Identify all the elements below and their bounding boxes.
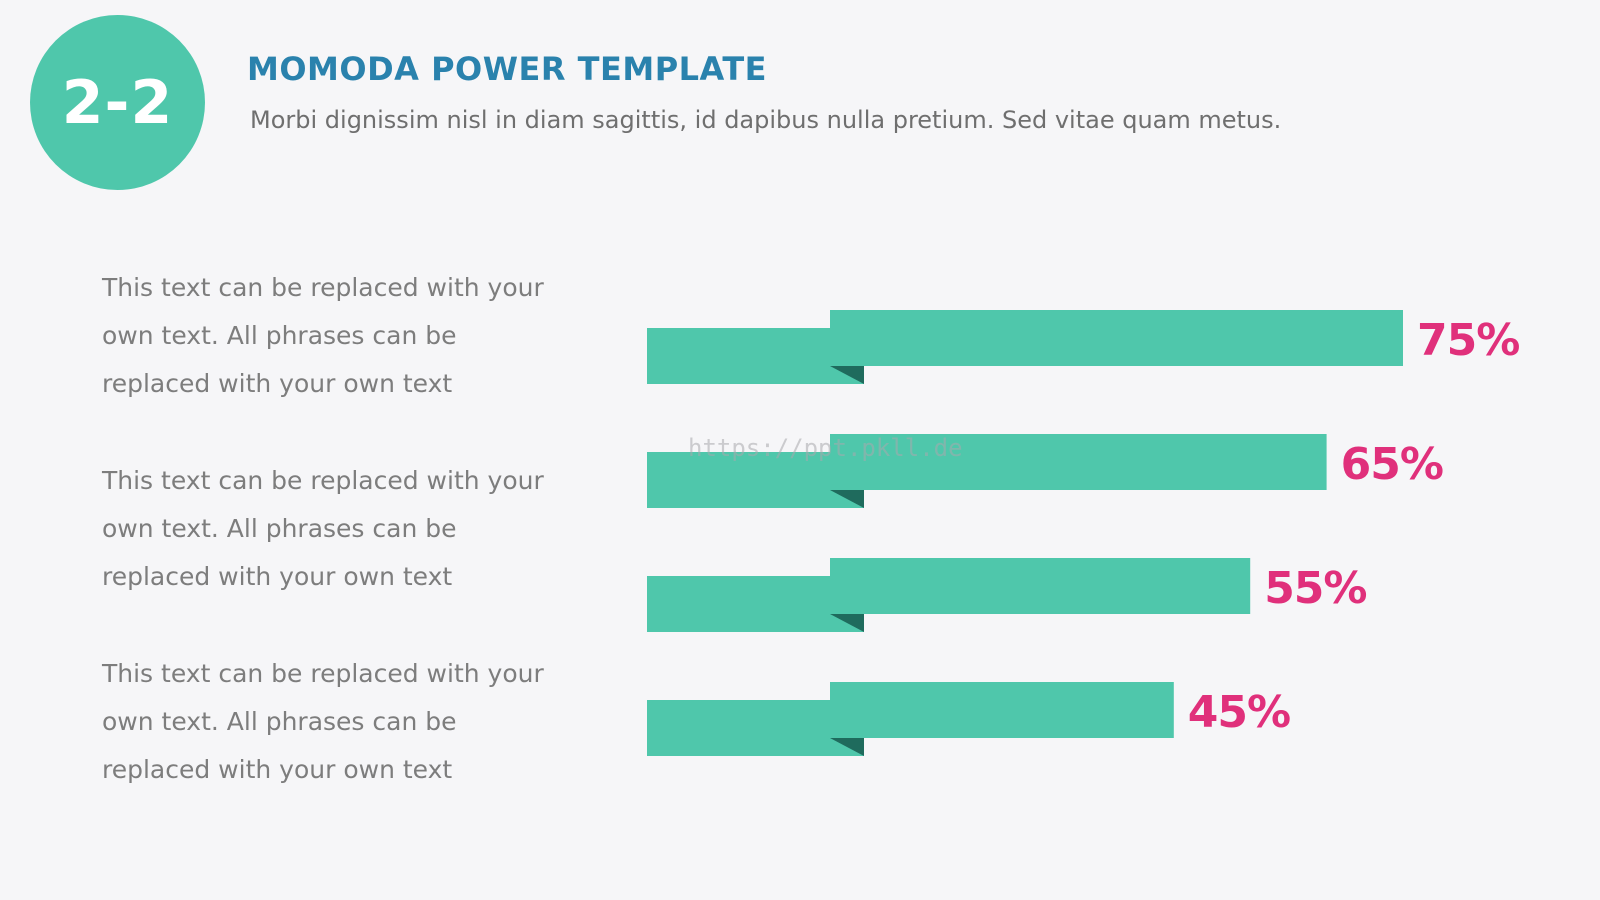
description-line: This text can be replaced with your — [102, 273, 544, 302]
bar-fold-shadow — [830, 490, 864, 508]
bar-fold-shadow — [830, 614, 864, 632]
description-block-3: This text can be replaced with your own … — [102, 650, 572, 794]
description-block-1: This text can be replaced with your own … — [102, 264, 572, 408]
page-subtitle: Morbi dignissim nisl in diam sagittis, i… — [250, 106, 1282, 134]
description-line: own text. All phrases can be — [102, 321, 457, 350]
description-line: replaced with your own text — [102, 562, 453, 591]
bar-value-label: 55% — [1264, 563, 1366, 614]
description-line: own text. All phrases can be — [102, 707, 457, 736]
bar — [830, 434, 1327, 490]
bar-tail — [647, 452, 864, 508]
bar-tail — [647, 328, 864, 384]
bar-value-label: 75% — [1417, 315, 1519, 366]
bar — [830, 558, 1251, 614]
description-block-2: This text can be replaced with your own … — [102, 457, 572, 601]
bar — [830, 310, 1403, 366]
watermark-text: https://ppt.pkll.de — [688, 434, 963, 462]
description-line: replaced with your own text — [102, 369, 453, 398]
bar-tail — [647, 700, 864, 756]
bar-fold-shadow — [830, 366, 864, 384]
bar-value-label: 45% — [1188, 687, 1290, 738]
description-line: replaced with your own text — [102, 755, 453, 784]
bar-value-label: 65% — [1341, 439, 1443, 490]
bar — [830, 682, 1174, 738]
page-title: MOMODA POWER TEMPLATE — [247, 50, 767, 88]
bar-fold-shadow — [830, 738, 864, 756]
description-line: This text can be replaced with your — [102, 659, 544, 688]
bar-tail — [647, 576, 864, 632]
section-badge: 2-2 — [30, 15, 205, 190]
description-line: This text can be replaced with your — [102, 466, 544, 495]
description-line: own text. All phrases can be — [102, 514, 457, 543]
